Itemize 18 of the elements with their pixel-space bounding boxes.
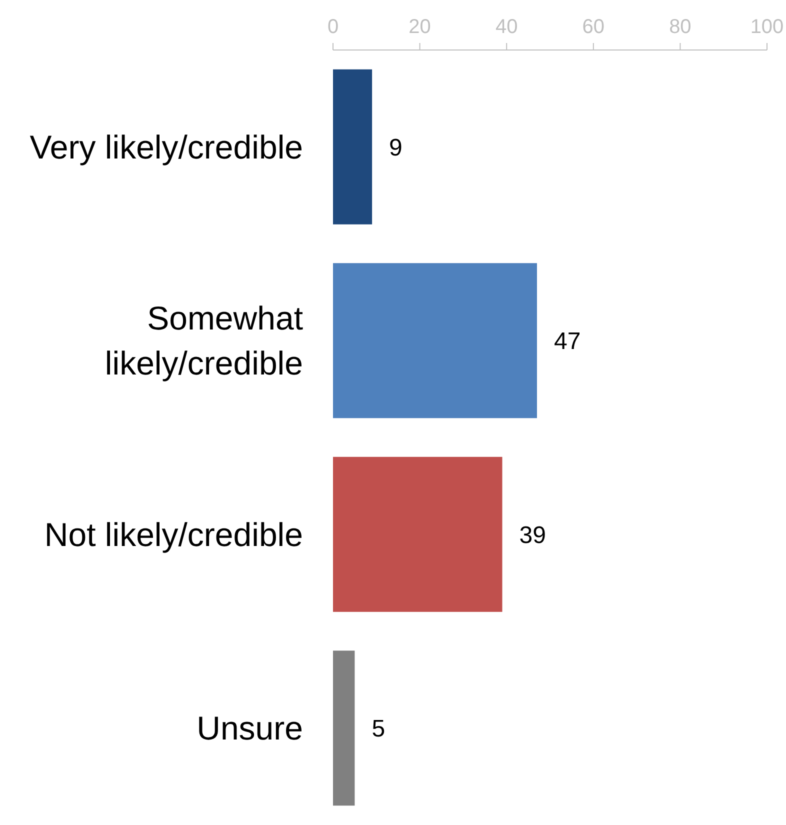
bar [333, 650, 355, 806]
y-tick-label: Somewhat likely/credible [104, 300, 303, 382]
y-tick-label: Unsure [196, 710, 303, 747]
bar [333, 263, 537, 418]
data-label: 5 [372, 716, 386, 743]
x-tick-label: 0 [327, 16, 339, 38]
data-label: 39 [519, 522, 546, 549]
data-label: 47 [554, 328, 581, 356]
data-label: 9 [389, 134, 402, 162]
x-tick-label: 60 [582, 16, 605, 38]
y-tick-label: Very likely/credible [30, 128, 303, 166]
bar [333, 456, 502, 612]
x-tick-label: 80 [669, 16, 692, 38]
x-tick-label: 20 [408, 16, 431, 38]
bar [333, 69, 372, 224]
y-tick-label: Not likely/credible [44, 516, 303, 553]
x-tick-label: 40 [495, 16, 518, 38]
x-tick-label: 100 [750, 16, 784, 38]
